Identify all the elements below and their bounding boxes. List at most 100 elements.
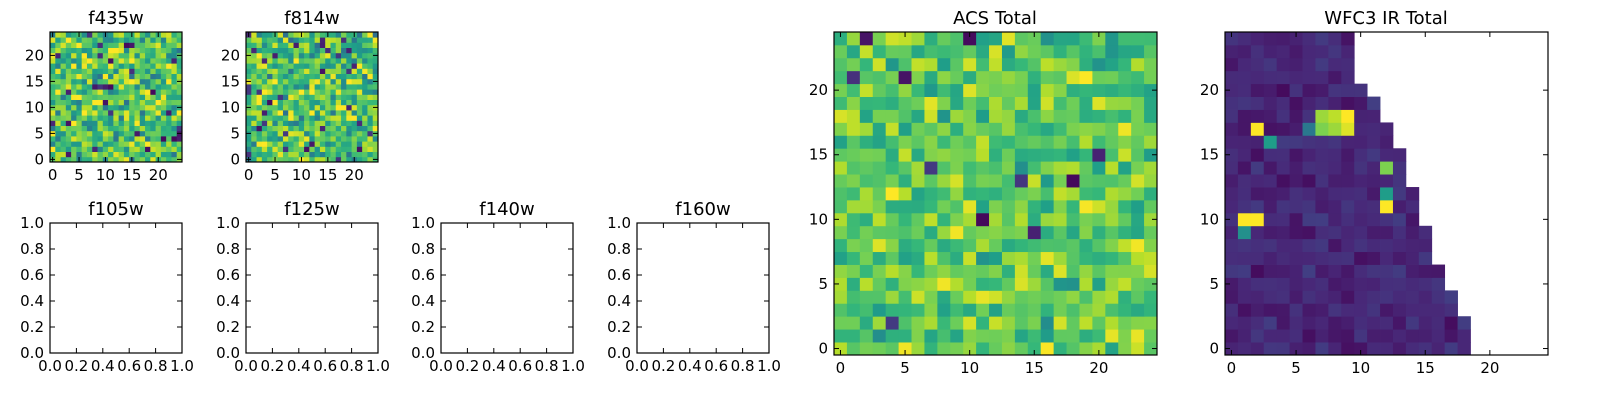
acs-total-cell	[1131, 96, 1145, 110]
f435w-cell	[123, 94, 130, 100]
wfc3-ir-total-cell	[1328, 161, 1342, 175]
acs-total-cell	[1014, 225, 1029, 240]
acs-total-cell	[1105, 303, 1119, 317]
acs-total-cell	[976, 238, 990, 253]
f814w-cell	[367, 58, 374, 64]
wfc3-ir-total-cell	[1302, 199, 1316, 214]
wfc3-ir-total-cell	[1250, 148, 1265, 162]
acs-total-cell	[976, 264, 990, 278]
acs-total-cell	[1105, 174, 1119, 188]
wfc3-ir-total-cell	[1225, 316, 1239, 330]
f125w-ytick-label: 0.0	[216, 344, 240, 362]
f435w-cell	[139, 156, 146, 163]
f814w-cell	[314, 58, 321, 64]
f435w-cell	[150, 78, 156, 85]
wfc3-ir-total-cell	[1289, 251, 1303, 265]
acs-total-cell	[1092, 161, 1106, 175]
f140w-xtick-label: 0.2	[455, 357, 479, 375]
acs-total-cell	[834, 316, 848, 330]
f105w-ytick-label: 0.6	[20, 266, 44, 284]
f814w-cell	[277, 68, 284, 74]
f814w-cell	[362, 42, 368, 48]
f814w-cell	[325, 110, 331, 116]
wfc3-ir-total-cell	[1263, 225, 1278, 240]
f814w-cell	[325, 63, 331, 69]
f435w-cell	[113, 37, 120, 43]
f105w-xtick-label: 0.0	[38, 357, 62, 375]
f814w-cell	[251, 104, 257, 111]
f814w-xtick-label: 10	[292, 166, 311, 184]
f435w-cell	[97, 63, 104, 69]
acs-total-cell	[1040, 316, 1055, 330]
acs-total-cell	[950, 251, 964, 265]
wfc3-ir-total-cell	[1276, 32, 1290, 46]
f435w-cell	[123, 32, 130, 38]
f814w-cell	[330, 110, 337, 116]
f435w-cell	[76, 104, 83, 111]
f814w-cell	[272, 52, 279, 59]
f814w-cell	[372, 89, 379, 95]
f435w-cell	[50, 84, 56, 90]
f814w-cell	[372, 68, 379, 74]
wfc3-ir-total-cell	[1328, 174, 1342, 188]
acs-total-cell	[898, 135, 912, 149]
f814w-cell	[319, 84, 326, 90]
f435w-cell	[102, 78, 109, 85]
acs-total-cell	[1066, 329, 1080, 343]
f435w-cell	[155, 68, 162, 74]
wfc3-ir-total-cell	[1276, 109, 1290, 123]
wfc3-ir-total-cell	[1354, 264, 1368, 278]
acs-total-cell	[937, 187, 951, 201]
acs-total-cell	[976, 96, 990, 110]
f435w-cell	[166, 32, 172, 38]
acs-total-cell	[1118, 199, 1132, 214]
f125w-xtick-label: 1.0	[366, 357, 390, 375]
f435w-cell	[123, 99, 130, 106]
wfc3-ir-total-cell	[1250, 83, 1265, 97]
f435w-cell	[55, 37, 61, 43]
f814w-cell	[304, 99, 310, 106]
acs-total-cell	[911, 329, 925, 343]
f814w-cell	[372, 120, 379, 126]
wfc3-ir-total-cell	[1392, 161, 1407, 175]
acs-total-cell	[1131, 238, 1145, 253]
acs-total-cell	[1092, 135, 1106, 149]
f814w-heatmap-cells	[246, 32, 379, 163]
f814w-cell	[267, 99, 273, 106]
acs-total-cell	[963, 161, 977, 175]
wfc3-ir-total-cell	[1315, 264, 1329, 278]
f814w-cell	[298, 151, 305, 158]
f105w-ytick-label: 0.0	[20, 344, 44, 362]
acs-total-cell	[1027, 83, 1042, 97]
f435w-cell	[150, 130, 156, 137]
acs-total-cell	[872, 264, 887, 278]
wfc3-ir-total-cell	[1341, 70, 1355, 85]
f814w-cell	[282, 89, 289, 95]
f435w-cell	[139, 68, 146, 74]
f814w-cell	[372, 151, 379, 158]
wfc3-ir-total-cell	[1276, 225, 1290, 240]
f814w-cell	[367, 37, 374, 43]
f435w-cell	[50, 146, 56, 152]
f435w-cell	[76, 68, 83, 74]
wfc3-ir-total-cell	[1418, 264, 1433, 278]
acs-total-cell	[976, 199, 990, 214]
wfc3-ir-total-cell	[1405, 277, 1420, 291]
acs-total-cell	[1131, 109, 1145, 123]
f435w-cell	[92, 151, 98, 158]
acs-total-cell	[859, 70, 874, 85]
wfc3-ir-total-cell	[1289, 225, 1303, 240]
f814w-cell	[335, 52, 342, 59]
wfc3-ir-total-cell	[1263, 264, 1278, 278]
wfc3-ir-total-cell	[1276, 174, 1290, 188]
acs-total-cell	[1014, 57, 1029, 72]
f435w-cell	[171, 115, 178, 121]
f105w-ytick-label: 0.8	[20, 240, 44, 258]
f814w-cell	[251, 73, 257, 80]
acs-total-cell	[1118, 342, 1132, 356]
f814w-cell	[351, 136, 358, 142]
wfc3-ir-total-cell	[1237, 57, 1252, 72]
f814w-cell	[335, 115, 342, 121]
wfc3-ir-total-cell	[1431, 316, 1446, 330]
f814w-cell	[335, 104, 342, 111]
